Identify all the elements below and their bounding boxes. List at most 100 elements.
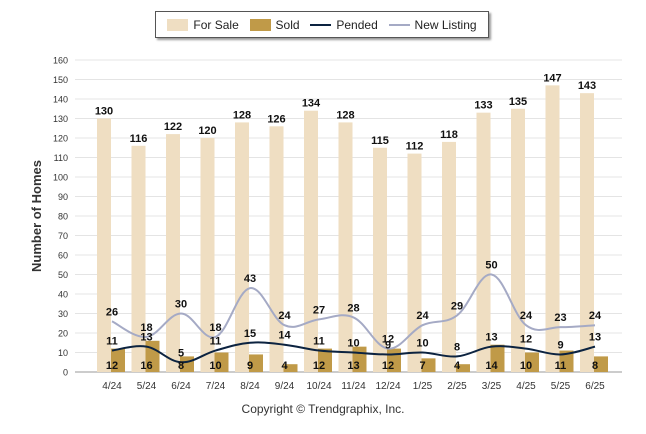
y-tick-label: 150 [53, 75, 68, 85]
data-label-for-sale: 128 [233, 109, 251, 121]
data-label-new-listing: 43 [244, 273, 256, 285]
data-label-pended: 11 [210, 336, 222, 348]
data-label-sold: 12 [382, 360, 394, 372]
y-tick-label: 100 [53, 173, 68, 183]
copyright-text: Copyright © Trendgraphix, Inc. [241, 402, 405, 416]
y-axis-label: Number of Homes [29, 160, 44, 272]
bar-sold [214, 352, 229, 372]
data-label-new-listing: 23 [554, 312, 566, 324]
bar-sold [525, 352, 539, 372]
data-label-sold: 8 [592, 360, 598, 372]
x-tick-label: 5/24 [137, 381, 157, 392]
bar-sold [594, 356, 608, 372]
data-label-sold: 12 [106, 360, 118, 372]
x-tick-label: 3/25 [482, 381, 502, 392]
x-tick-label: 9/24 [275, 381, 295, 392]
data-label-new-listing: 12 [382, 334, 394, 346]
data-label-sold: 4 [454, 360, 461, 372]
y-tick-label: 60 [58, 251, 68, 261]
data-label-for-sale: 147 [543, 72, 561, 84]
bar-for-sale [269, 126, 284, 372]
data-label-pended: 11 [313, 336, 325, 348]
bar-for-sale [166, 134, 180, 372]
x-tick-label: 8/24 [240, 381, 260, 392]
y-tick-label: 70 [58, 231, 68, 241]
x-tick-label: 5/25 [551, 381, 571, 392]
data-label-for-sale: 120 [198, 125, 216, 137]
y-tick-label: 130 [53, 114, 68, 124]
y-tick-label: 120 [53, 134, 68, 144]
y-tick-label: 0 [63, 368, 68, 378]
bar-for-sale [407, 153, 422, 372]
data-label-for-sale: 116 [130, 133, 148, 145]
data-label-for-sale: 130 [95, 106, 113, 118]
data-label-pended: 13 [589, 332, 601, 344]
data-label-sold: 16 [140, 360, 152, 372]
bar-for-sale [545, 85, 560, 372]
data-label-new-listing: 24 [416, 310, 429, 322]
bar-for-sale [338, 122, 353, 373]
y-tick-label: 160 [53, 56, 68, 66]
y-tick-label: 10 [58, 348, 68, 358]
bar-for-sale [476, 112, 491, 373]
x-tick-label: 6/24 [171, 381, 191, 392]
data-label-new-listing: 24 [278, 310, 291, 322]
bar-sold [318, 348, 332, 372]
data-label-sold: 4 [281, 360, 288, 372]
data-label-for-sale: 135 [509, 96, 527, 108]
data-label-pended: 9 [385, 339, 391, 351]
legend-swatch-sold [249, 18, 271, 31]
data-label-for-sale: 122 [164, 121, 182, 133]
bar-sold [145, 340, 160, 372]
line-pended [111, 341, 596, 364]
x-tick-label: 4/25 [516, 381, 536, 392]
data-label-pended: 14 [278, 330, 291, 342]
data-label-sold: 8 [178, 360, 184, 372]
bar-sold [559, 350, 574, 372]
data-label-new-listing: 27 [313, 304, 325, 316]
data-label-new-listing: 29 [451, 300, 463, 312]
legend-swatch-for-sale [167, 18, 189, 31]
y-tick-labels: 0 10 20 30 40 50 60 70 80 90 100 110 120 130 140 150 160 [53, 56, 68, 378]
line-new-listing [111, 273, 596, 350]
data-label-pended: 8 [454, 341, 460, 353]
data-label-for-sale: 134 [302, 98, 321, 110]
legend-label-new-listing: New Listing [414, 17, 477, 32]
data-label-for-sale: 128 [336, 109, 354, 121]
bar-for-sale [442, 141, 456, 372]
data-label-for-sale: 126 [267, 113, 285, 125]
bar-sold [111, 348, 125, 372]
data-label-pended: 13 [485, 332, 497, 344]
bar-for-sale [511, 108, 525, 372]
data-label-new-listing: 28 [347, 302, 359, 314]
data-label-pended: 12 [520, 334, 532, 346]
x-tick-label: 6/25 [585, 381, 605, 392]
data-label-pended: 10 [347, 338, 359, 350]
bar-for-sale [373, 147, 387, 372]
legend-label-for-sale: For Sale [193, 17, 239, 32]
x-tick-label: 4/24 [102, 381, 122, 392]
data-label-sold: 10 [520, 360, 532, 372]
data-label-sold: 9 [247, 360, 253, 372]
bar-for-sale [580, 93, 594, 373]
data-label-sold: 13 [347, 360, 359, 372]
bar-sold [249, 354, 263, 372]
y-tick-label: 30 [58, 309, 68, 319]
data-label-new-listing: 24 [589, 310, 602, 322]
data-label-for-sale: 118 [440, 129, 458, 141]
data-label-sold: 11 [555, 360, 567, 372]
legend-item-for-sale: For Sale [167, 17, 239, 32]
y-tick-label: 20 [58, 329, 68, 339]
data-label-new-listing: 24 [520, 310, 533, 322]
data-label-pended: 11 [106, 336, 118, 348]
x-tick-label: 11/24 [341, 381, 366, 392]
x-tick-label: 7/24 [206, 381, 226, 392]
bar-sold [283, 364, 298, 372]
y-tick-label: 50 [58, 270, 68, 280]
data-label-sold: 14 [485, 360, 498, 372]
data-label-new-listing: 30 [175, 299, 187, 311]
data-label-new-listing: 26 [106, 306, 118, 318]
legend: For Sale Sold Pended New Listing [155, 11, 489, 38]
